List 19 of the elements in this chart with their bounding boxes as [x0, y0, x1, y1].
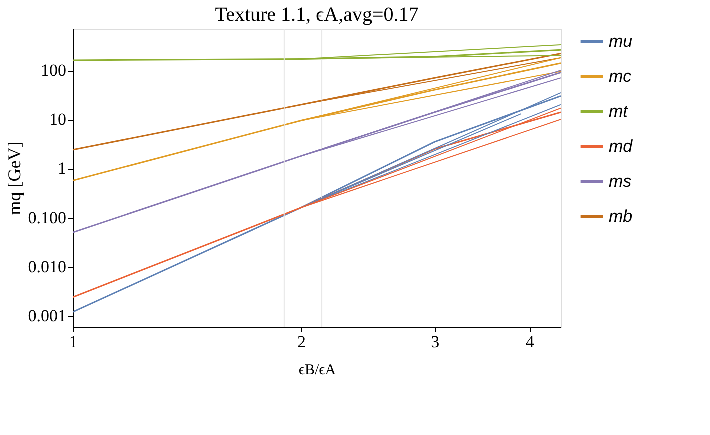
legend-label: ms: [609, 172, 632, 191]
y-axis-title: mq [GeV]: [4, 142, 24, 216]
legend-label: mb: [609, 207, 633, 226]
x-tick-label: 4: [526, 332, 535, 352]
legend-label: mc: [609, 67, 632, 86]
x-tick-label: 1: [69, 332, 78, 352]
legend-label: md: [609, 137, 634, 156]
y-tick-label: 0.100: [28, 208, 66, 228]
legend-label: mt: [609, 102, 630, 121]
chart-title: Texture 1.1, ϵA,avg=0.17: [215, 4, 419, 26]
legend-label: mu: [609, 32, 634, 51]
x-tick-label: 2: [298, 332, 306, 352]
y-tick-label: 100: [41, 61, 66, 80]
x-tick-label: 3: [431, 332, 440, 352]
y-tick-label: 1: [58, 159, 66, 178]
y-tick-label: 0.010: [28, 257, 66, 276]
y-tick-label: 10: [50, 110, 66, 130]
y-tick-label: 0.001: [28, 306, 66, 326]
x-axis-title: ϵB/ϵA: [298, 362, 336, 378]
